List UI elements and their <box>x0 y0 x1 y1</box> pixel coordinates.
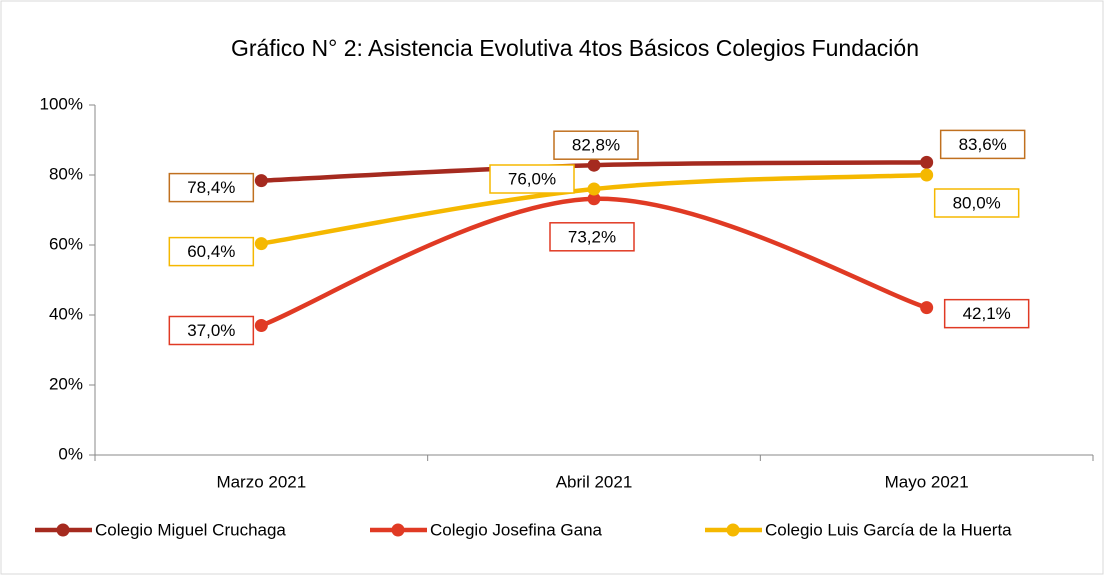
legend-marker <box>56 523 70 537</box>
data-label-box <box>168 315 255 346</box>
data-label: 83,6% <box>959 135 1007 154</box>
data-label: 37,0% <box>187 321 235 340</box>
data-label-box <box>168 172 255 203</box>
data-label: 42,1% <box>963 304 1011 323</box>
chart-title: Gráfico N° 2: Asistencia Evolutiva 4tos … <box>231 35 919 61</box>
data-label: 76,0% <box>508 169 556 188</box>
data-point <box>920 155 934 169</box>
y-tick-label: 0% <box>58 444 83 463</box>
x-tick-label: Marzo 2021 <box>216 472 306 491</box>
data-label: 60,4% <box>187 242 235 261</box>
data-label-box <box>489 164 575 194</box>
data-point <box>587 192 601 206</box>
data-point <box>920 301 934 315</box>
data-label: 82,8% <box>572 136 620 155</box>
data-label-box <box>549 222 635 252</box>
data-label: 73,2% <box>568 227 616 246</box>
y-tick-label: 80% <box>49 164 83 183</box>
data-point <box>254 174 268 188</box>
y-tick-label: 100% <box>40 94 83 113</box>
data-point <box>587 158 601 172</box>
legend-label: Colegio Luis García de la Huerta <box>765 520 1012 539</box>
legend-label: Colegio Miguel Cruchaga <box>95 520 286 539</box>
y-tick-label: 60% <box>49 234 83 253</box>
data-label: 80,0% <box>953 193 1001 212</box>
data-point <box>254 319 268 332</box>
data-point <box>920 168 934 182</box>
x-tick-label: Mayo 2021 <box>885 472 969 491</box>
data-point <box>254 237 268 251</box>
legend-marker <box>726 523 740 537</box>
data-label-box <box>553 130 639 160</box>
data-label: 78,4% <box>187 178 235 197</box>
legend-marker <box>391 523 405 537</box>
data-label-box <box>939 129 1026 160</box>
data-label-box <box>168 236 255 267</box>
legend-label: Colegio Josefina Gana <box>430 520 603 539</box>
y-tick-label: 20% <box>49 374 83 393</box>
data-label-box <box>933 188 1020 218</box>
y-tick-label: 40% <box>49 304 83 323</box>
data-point <box>587 182 601 196</box>
data-label-box <box>943 298 1030 329</box>
x-tick-label: Abril 2021 <box>556 472 633 491</box>
